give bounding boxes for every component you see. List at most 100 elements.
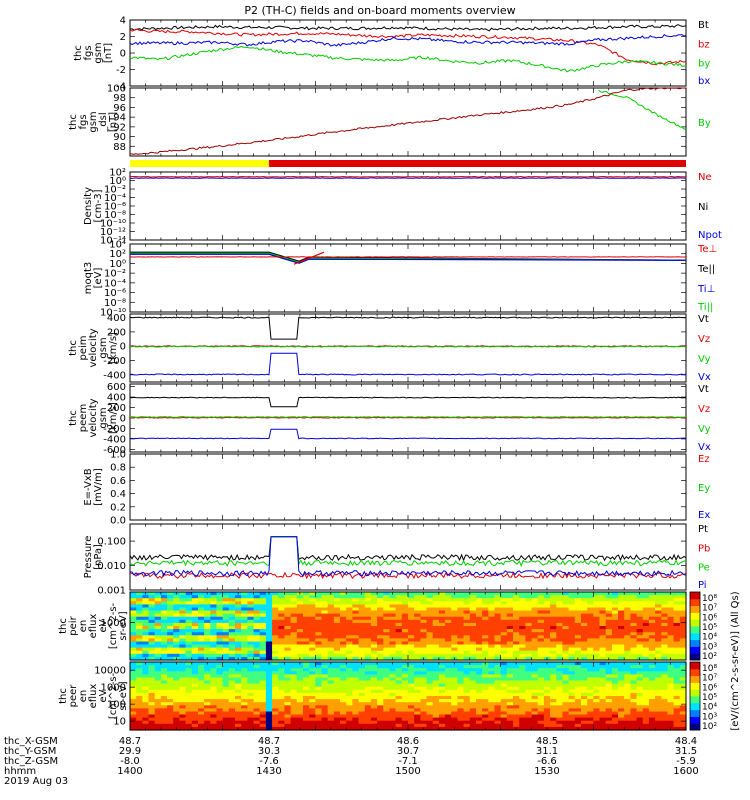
spec-electrons-cell: [352, 692, 360, 697]
spec-ions-cell: [463, 644, 471, 649]
spec-ions-cell: [519, 598, 526, 602]
spec-ions-cell: [506, 647, 514, 652]
spec-electrons-cell: [408, 708, 415, 713]
spec-ions-cell: [216, 610, 224, 615]
spec-ions-cell: [519, 638, 526, 643]
spec-ions-cell: [655, 626, 662, 630]
spec-ions-cell: [513, 632, 520, 636]
spec-electrons-cell: [191, 692, 199, 697]
spec-electrons-cell: [494, 711, 502, 716]
spec-ions-cell: [513, 595, 520, 599]
spec-electrons-cell: [222, 717, 230, 722]
spec-electrons-cell: [537, 677, 545, 682]
spec-electrons-cell: [457, 699, 465, 703]
spec-ions-cell: [587, 653, 594, 658]
spec-ions-cell: [235, 626, 242, 630]
spec-ions-cell: [309, 656, 316, 661]
spec-electrons-cell: [321, 702, 329, 706]
spec-ions-cell: [148, 644, 156, 649]
spec-electrons-cell: [204, 717, 211, 722]
spec-electrons-cell: [191, 723, 199, 728]
spec-electrons-cell: [513, 680, 520, 685]
spec-ions-cell: [420, 616, 428, 621]
spec-electrons-cell: [253, 665, 261, 669]
spec-electrons-cell: [469, 680, 477, 685]
spec-ions-cell: [265, 619, 273, 624]
spec-electrons-cell: [278, 699, 286, 703]
spec-electrons-cell: [426, 699, 434, 703]
spec-electrons-cell: [333, 726, 341, 731]
spec-electrons-cell: [272, 705, 279, 709]
spec-electrons-cell: [198, 717, 205, 722]
spec-electrons-cell: [272, 677, 279, 682]
spec-ions-cell: [488, 622, 496, 627]
panel-peem-ylabel-line: [km/s]: [108, 402, 119, 434]
spec-electrons-cell: [482, 668, 489, 672]
spec-ions-cell: [142, 607, 150, 612]
spec-ions-cell: [624, 632, 631, 636]
spec-electrons-cell: [247, 711, 255, 716]
spec-ions-cell: [426, 595, 434, 599]
spec-ions-cell: [228, 592, 236, 596]
spec-ions-cell: [599, 635, 607, 639]
spec-ions-cell: [506, 626, 514, 630]
spec-electrons-cell: [370, 683, 378, 688]
spec-electrons-cell: [537, 696, 545, 700]
spec-electrons-cell: [315, 692, 323, 697]
spec-ions-cell: [587, 622, 594, 627]
spec-electrons-cell: [581, 717, 588, 722]
spec-ions-cell: [315, 592, 323, 596]
spec-electrons-cell: [136, 720, 143, 725]
spec-ions-cell: [185, 604, 193, 609]
spec-ions-cell: [457, 644, 465, 649]
spec-ions-cell: [309, 632, 316, 636]
series-panel-peem-Vt: [129, 396, 686, 408]
spec-electrons-cell: [333, 708, 341, 713]
spec-ions-cell: [587, 629, 594, 633]
spec-ions-cell: [364, 619, 372, 624]
spec-ions-cell: [247, 613, 255, 618]
spec-ions-cell: [611, 616, 619, 621]
spec-ions-cell: [414, 619, 421, 624]
spec-electrons-cell: [593, 708, 601, 713]
spec-electrons-cell: [167, 689, 174, 694]
spec-electrons-cell: [543, 699, 551, 703]
spec-electrons-cell: [543, 671, 551, 675]
spec-electrons-cell: [148, 683, 156, 688]
spec-ions-cell: [562, 619, 570, 624]
spec-ions-cell: [191, 601, 199, 605]
spec-electrons-cell: [290, 662, 298, 666]
spec-ions-cell: [401, 607, 409, 612]
spec-ions-cell: [469, 613, 477, 618]
spec-ions-cell: [550, 626, 557, 630]
spec-electrons-cell: [247, 662, 255, 666]
spec-ions-cell: [543, 641, 551, 646]
spec-electrons-cell: [587, 674, 594, 679]
spec-electrons-cell: [241, 668, 248, 672]
spec-electrons-cell: [228, 686, 236, 691]
spec-electrons-cell: [303, 708, 310, 713]
panel-by-ylabel-line: fgs: [78, 114, 89, 129]
spec-electrons-cell: [556, 677, 564, 682]
spec-ions-cell: [142, 635, 150, 639]
spec-electrons-cell: [130, 662, 137, 666]
spec-electrons-cell: [550, 686, 557, 691]
spec-ions-cell: [284, 644, 292, 649]
spec-ions-cell: [636, 632, 644, 636]
spec-ions-cell: [278, 607, 286, 612]
spec-electrons-cell: [383, 662, 391, 666]
spec-electrons-cell: [327, 708, 335, 713]
spec-ions-cell: [630, 635, 638, 639]
spec-ions-cell: [476, 629, 483, 633]
spec-electrons-cell: [259, 692, 267, 697]
spec-ions-cell: [204, 616, 211, 621]
spec-electrons-cell: [618, 723, 625, 728]
spec-ions-cell: [550, 656, 557, 661]
spec-ions-cell: [525, 629, 533, 633]
spec-ions-cell: [438, 610, 446, 615]
spec-ions-cell: [142, 638, 150, 643]
spec-electrons-cell: [253, 671, 261, 675]
spec-electrons-cell: [537, 711, 545, 716]
spec-ions-cell: [142, 616, 150, 621]
